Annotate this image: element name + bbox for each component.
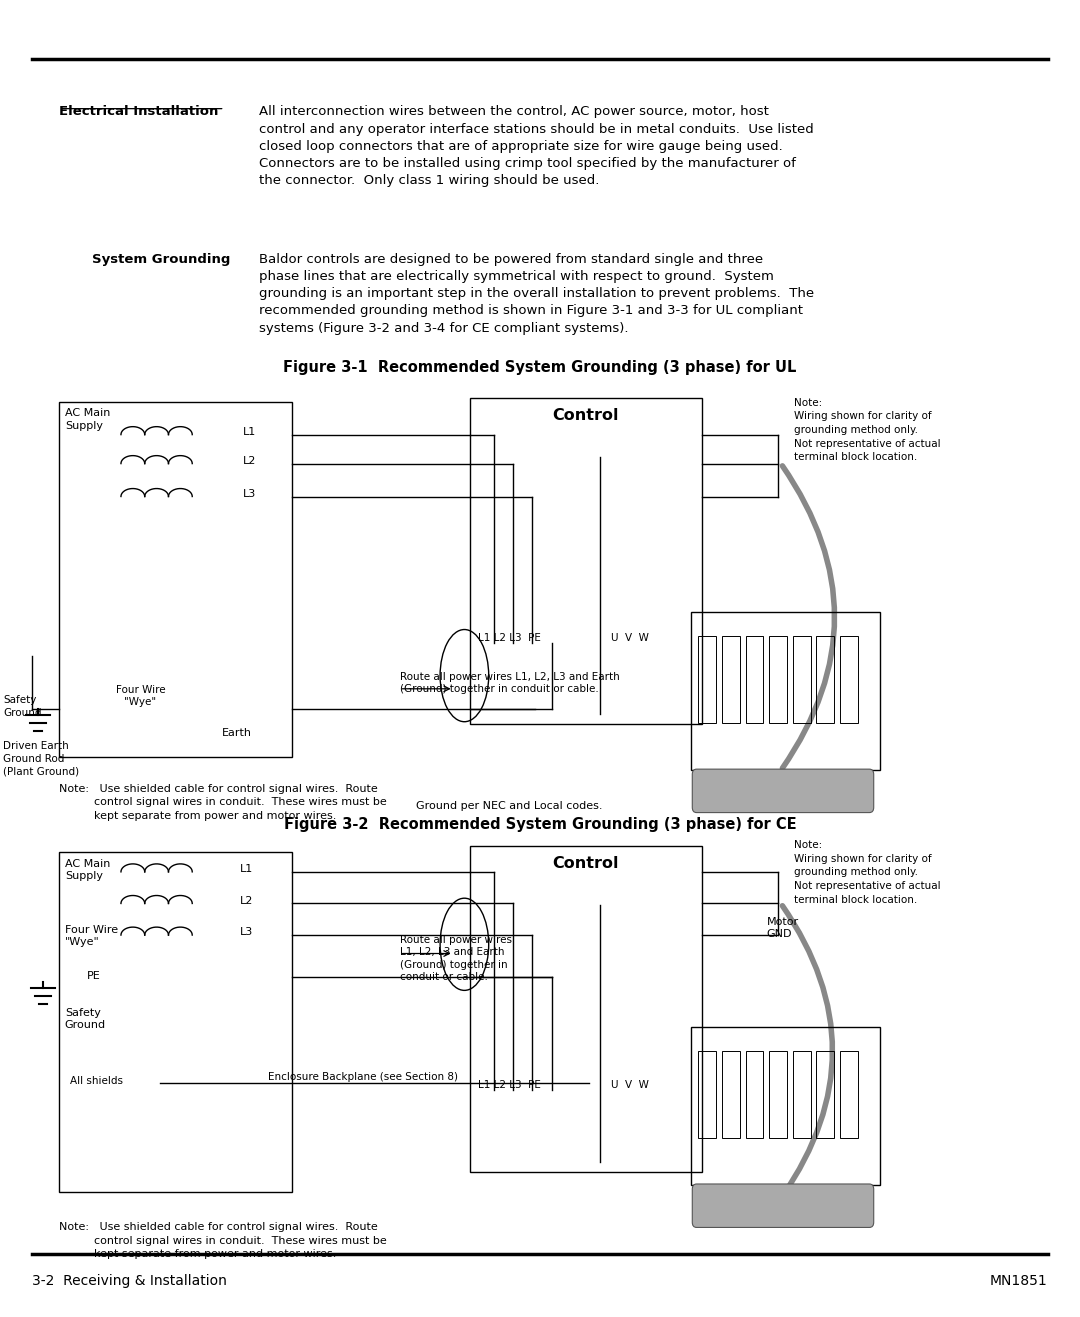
Bar	[745, 1051, 764, 1138]
Text: Earth: Earth	[221, 728, 252, 739]
Bar	[721, 636, 740, 723]
Bar	[470, 846, 702, 1172]
Bar	[691, 612, 880, 770]
Bar	[769, 636, 787, 723]
Bar	[59, 402, 292, 757]
Text: L1 L2 L3  PE: L1 L2 L3 PE	[478, 1080, 541, 1090]
Text: L1: L1	[243, 427, 256, 437]
Text: Note:
Wiring shown for clarity of
grounding method only.
Not representative of a: Note: Wiring shown for clarity of ground…	[794, 398, 941, 462]
Bar	[691, 1027, 880, 1185]
Bar	[769, 1051, 787, 1138]
Text: Note:
Wiring shown for clarity of
grounding method only.
Not representative of a: Note: Wiring shown for clarity of ground…	[794, 840, 941, 905]
Text: L2: L2	[240, 896, 253, 906]
Text: System Grounding: System Grounding	[92, 253, 230, 266]
Text: Control: Control	[553, 408, 619, 423]
Bar	[745, 636, 764, 723]
Bar	[816, 636, 834, 723]
Bar	[699, 1051, 716, 1138]
FancyBboxPatch shape	[692, 769, 874, 813]
Text: Route all power wires L1, L2, L3 and Earth
(Ground) together in conduit or cable: Route all power wires L1, L2, L3 and Ear…	[400, 672, 619, 694]
Text: PE: PE	[86, 971, 100, 981]
FancyArrowPatch shape	[782, 906, 833, 1196]
FancyBboxPatch shape	[692, 1184, 874, 1227]
Text: Route all power wires
L1, L2, L3 and Earth
(Ground) together in
conduit or cable: Route all power wires L1, L2, L3 and Ear…	[400, 935, 512, 982]
Text: Control: Control	[553, 856, 619, 871]
Text: L3: L3	[243, 489, 256, 499]
Bar	[816, 1051, 834, 1138]
Text: Driven Earth
Ground Rod
(Plant Ground): Driven Earth Ground Rod (Plant Ground)	[3, 741, 79, 776]
Bar	[840, 636, 858, 723]
Text: L3: L3	[240, 927, 253, 938]
Text: Four Wire
"Wye": Four Wire "Wye"	[116, 685, 165, 707]
Bar	[840, 1051, 858, 1138]
Text: Baldor controls are designed to be powered from standard single and three
phase : Baldor controls are designed to be power…	[259, 253, 814, 335]
Text: L1: L1	[240, 864, 253, 874]
Text: Enclosure Backplane (see Section 8): Enclosure Backplane (see Section 8)	[268, 1072, 458, 1083]
Bar	[721, 1051, 740, 1138]
Text: Ground per NEC and Local codes.: Ground per NEC and Local codes.	[416, 801, 603, 811]
Text: 3-2  Receiving & Installation: 3-2 Receiving & Installation	[32, 1274, 227, 1288]
Text: AC Main
Supply: AC Main Supply	[65, 408, 110, 431]
Text: Note:   Use shielded cable for control signal wires.  Route
          control si: Note: Use shielded cable for control sig…	[59, 784, 387, 820]
Text: L1 L2 L3  PE: L1 L2 L3 PE	[478, 632, 541, 643]
Text: Electrical Installation: Electrical Installation	[59, 105, 219, 119]
Text: Figure 3-1  Recommended System Grounding (3 phase) for UL: Figure 3-1 Recommended System Grounding …	[283, 360, 797, 374]
Bar	[793, 636, 810, 723]
FancyArrowPatch shape	[782, 466, 835, 768]
Text: AC Main
Supply: AC Main Supply	[65, 859, 110, 881]
Text: Motor
GND: Motor GND	[767, 917, 799, 939]
Text: Note:   Use shielded cable for control signal wires.  Route
          control si: Note: Use shielded cable for control sig…	[59, 1222, 387, 1259]
Text: U  V  W: U V W	[610, 632, 648, 643]
Bar	[470, 398, 702, 724]
Text: Safety
Ground: Safety Ground	[65, 1008, 106, 1030]
Bar	[793, 1051, 810, 1138]
Bar	[699, 636, 716, 723]
Text: All interconnection wires between the control, AC power source, motor, host
cont: All interconnection wires between the co…	[259, 105, 814, 187]
Text: L2: L2	[243, 456, 256, 466]
Text: Safety
Ground: Safety Ground	[3, 695, 42, 718]
Text: MN1851: MN1851	[990, 1274, 1048, 1288]
Bar	[59, 852, 292, 1192]
Text: Four Wire
"Wye": Four Wire "Wye"	[65, 925, 118, 947]
Text: All shields: All shields	[70, 1076, 123, 1087]
Text: U  V  W: U V W	[610, 1080, 648, 1090]
Text: Figure 3-2  Recommended System Grounding (3 phase) for CE: Figure 3-2 Recommended System Grounding …	[284, 817, 796, 831]
